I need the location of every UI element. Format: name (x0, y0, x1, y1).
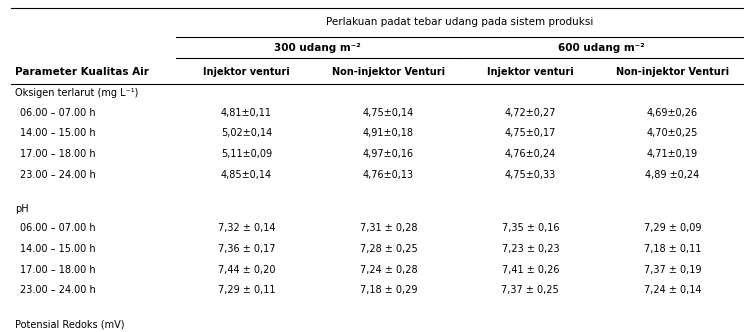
Text: 7,28 ± 0,25: 7,28 ± 0,25 (359, 244, 418, 254)
Text: 14.00 – 15.00 h: 14.00 – 15.00 h (20, 244, 96, 254)
Text: 7,29 ± 0,09: 7,29 ± 0,09 (644, 223, 701, 233)
Text: Injektor venturi: Injektor venturi (203, 67, 290, 77)
Text: 4,75±0,33: 4,75±0,33 (505, 170, 556, 180)
Text: 4,72±0,27: 4,72±0,27 (505, 108, 556, 118)
Text: 7,29 ± 0,11: 7,29 ± 0,11 (218, 285, 275, 295)
Text: 7,18 ± 0,29: 7,18 ± 0,29 (360, 285, 417, 295)
Text: 4,71±0,19: 4,71±0,19 (647, 149, 698, 159)
Text: 300 udang m⁻²: 300 udang m⁻² (274, 43, 361, 53)
Text: 4,76±0,13: 4,76±0,13 (363, 170, 414, 180)
Text: Non-injektor Venturi: Non-injektor Venturi (616, 67, 729, 77)
Text: Potensial Redoks (mV): Potensial Redoks (mV) (15, 319, 125, 330)
Text: 06.00 – 07.00 h: 06.00 – 07.00 h (20, 108, 96, 118)
Text: 4,69±0,26: 4,69±0,26 (647, 108, 698, 118)
Text: 4,97±0,16: 4,97±0,16 (363, 149, 414, 159)
Text: 4,89 ±0,24: 4,89 ±0,24 (645, 170, 699, 180)
Text: 7,18 ± 0,11: 7,18 ± 0,11 (644, 244, 701, 254)
Text: 4,85±0,14: 4,85±0,14 (221, 170, 272, 180)
Text: 600 udang m⁻²: 600 udang m⁻² (558, 43, 645, 53)
Text: Perlakuan padat tebar udang pada sistem produksi: Perlakuan padat tebar udang pada sistem … (326, 17, 593, 28)
Text: 14.00 – 15.00 h: 14.00 – 15.00 h (20, 128, 96, 138)
Text: 7,23 ± 0,23: 7,23 ± 0,23 (501, 244, 560, 254)
Text: 5,02±0,14: 5,02±0,14 (221, 128, 272, 138)
Text: Non-injektor Venturi: Non-injektor Venturi (332, 67, 445, 77)
Text: 7,32 ± 0,14: 7,32 ± 0,14 (218, 223, 275, 233)
Text: 7,44 ± 0,20: 7,44 ± 0,20 (218, 265, 275, 275)
Text: 7,31 ± 0,28: 7,31 ± 0,28 (360, 223, 417, 233)
Text: 5,11±0,09: 5,11±0,09 (221, 149, 272, 159)
Text: Parameter Kualitas Air: Parameter Kualitas Air (15, 67, 149, 77)
Text: 4,76±0,24: 4,76±0,24 (505, 149, 556, 159)
Text: 7,24 ± 0,14: 7,24 ± 0,14 (644, 285, 701, 295)
Text: 4,81±0,11: 4,81±0,11 (221, 108, 272, 118)
Text: 7,41 ± 0,26: 7,41 ± 0,26 (502, 265, 559, 275)
Text: 7,37 ± 0,25: 7,37 ± 0,25 (501, 285, 560, 295)
Text: 4,75±0,14: 4,75±0,14 (363, 108, 414, 118)
Text: 4,75±0,17: 4,75±0,17 (505, 128, 556, 138)
Text: 17.00 – 18.00 h: 17.00 – 18.00 h (20, 265, 96, 275)
Text: 23.00 – 24.00 h: 23.00 – 24.00 h (20, 285, 96, 295)
Text: 23.00 – 24.00 h: 23.00 – 24.00 h (20, 170, 96, 180)
Text: 4,91±0,18: 4,91±0,18 (363, 128, 414, 138)
Text: 7,36 ± 0,17: 7,36 ± 0,17 (218, 244, 275, 254)
Text: pH: pH (15, 204, 28, 214)
Text: 7,37 ± 0,19: 7,37 ± 0,19 (644, 265, 701, 275)
Text: Oksigen terlarut (mg L⁻¹): Oksigen terlarut (mg L⁻¹) (15, 88, 138, 99)
Text: 4,70±0,25: 4,70±0,25 (647, 128, 698, 138)
Text: Injektor venturi: Injektor venturi (487, 67, 574, 77)
Text: 7,35 ± 0,16: 7,35 ± 0,16 (502, 223, 559, 233)
Text: 17.00 – 18.00 h: 17.00 – 18.00 h (20, 149, 96, 159)
Text: 06.00 – 07.00 h: 06.00 – 07.00 h (20, 223, 96, 233)
Text: 7,24 ± 0,28: 7,24 ± 0,28 (359, 265, 418, 275)
